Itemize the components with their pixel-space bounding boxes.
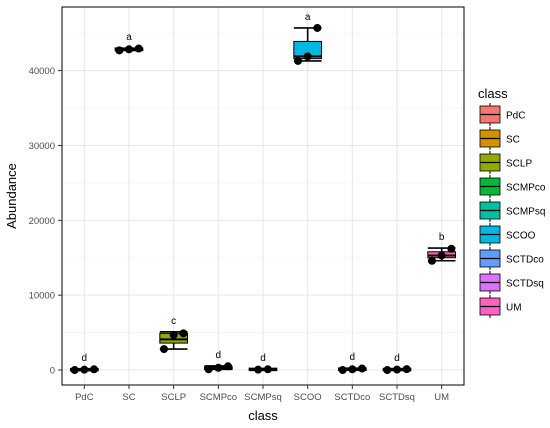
legend-item-SCLP: SCLP [479, 151, 532, 174]
x-tick-label: SCMPsq [244, 392, 281, 403]
x-tick-label: SCTDco [334, 392, 370, 403]
legend-label: SCTDco [506, 255, 544, 266]
legend-label: SCTDsq [506, 279, 544, 290]
data-point [214, 363, 223, 372]
legend-label: SCLP [506, 159, 532, 170]
box-SCOO: a [293, 12, 323, 65]
legend-item-SCTDsq: SCTDsq [479, 271, 544, 294]
legend-item-SCMPco: SCMPco [479, 175, 546, 198]
data-point [293, 56, 302, 65]
significance-label: c [171, 316, 176, 327]
data-point [427, 256, 436, 265]
box-SCLP: c [159, 316, 189, 354]
data-point [437, 251, 446, 260]
legend-item-SCMPsq: SCMPsq [479, 199, 545, 222]
legend-item-UM: UM [479, 295, 522, 318]
y-tick-label: 10000 [29, 291, 55, 302]
legend-label: SCMPco [506, 183, 546, 194]
legend-label: UM [506, 303, 522, 314]
significance-label: d [350, 352, 356, 363]
y-axis-title: Abundance [4, 163, 19, 229]
axis-ticks: 0 10000 20000 30000 40000 PdC SC SCLP SCMPco SCMP… [29, 66, 450, 403]
box-layer: d a c d d a d d b [69, 12, 457, 375]
data-point [90, 365, 99, 374]
significance-label: b [439, 232, 445, 243]
data-point [313, 23, 322, 32]
data-point [134, 44, 143, 53]
box-UM: b [427, 232, 457, 265]
significance-label: d [260, 353, 266, 364]
significance-label: d [216, 350, 222, 361]
data-point [338, 366, 347, 375]
significance-label: d [394, 353, 400, 364]
legend-label: SC [506, 135, 520, 146]
legend-label: SCOO [506, 231, 536, 242]
x-tick-label: SC [122, 392, 135, 403]
y-tick-label: 30000 [29, 141, 55, 152]
data-point [348, 365, 357, 374]
legend-item-SC: SC [479, 127, 520, 150]
data-point [159, 345, 168, 354]
x-tick-label: SCMPco [200, 392, 237, 403]
data-point [447, 244, 456, 253]
legend: PdC SC SCLP SCMPco SCMPsq SCOO SCTDco SCTDsq UM [479, 103, 546, 318]
box-SC: a [114, 32, 144, 55]
data-point [383, 366, 392, 375]
data-point [402, 365, 411, 374]
data-point [263, 365, 272, 374]
data-point [70, 366, 79, 375]
data-point [358, 364, 367, 373]
legend-item-PdC: PdC [479, 103, 525, 126]
y-tick-label: 0 [50, 366, 55, 377]
x-tick-label: PdC [75, 392, 94, 403]
x-tick-label: SCOO [294, 392, 322, 403]
box-SCTDco: d [337, 352, 367, 375]
data-point [224, 362, 233, 371]
y-tick-label: 20000 [29, 216, 55, 227]
x-axis-title: class [248, 408, 278, 423]
legend-title: class [478, 86, 508, 101]
box-SCMPsq: d [248, 353, 278, 374]
legend-label: PdC [506, 111, 525, 122]
box-SCMPco: d [203, 350, 233, 374]
data-point [179, 329, 188, 338]
legend-item-SCTDco: SCTDco [479, 247, 544, 270]
significance-label: a [126, 32, 132, 43]
grid-lines [62, 7, 464, 385]
data-point [393, 365, 401, 374]
box-PdC: d [69, 353, 99, 375]
x-tick-label: SCLP [161, 392, 186, 403]
data-point [80, 365, 89, 374]
x-tick-label: SCTDsq [379, 392, 415, 403]
data-point [115, 46, 124, 55]
significance-label: d [82, 353, 88, 364]
data-point [125, 45, 133, 54]
data-point [254, 365, 263, 374]
data-point [303, 52, 312, 61]
data-point [169, 330, 178, 339]
legend-item-SCOO: SCOO [479, 223, 536, 246]
significance-label: a [305, 12, 311, 23]
legend-label: SCMPsq [506, 207, 545, 218]
x-tick-label: UM [434, 392, 449, 403]
y-tick-label: 40000 [29, 66, 55, 77]
data-point [204, 365, 213, 374]
box-SCTDsq: d [382, 353, 412, 375]
